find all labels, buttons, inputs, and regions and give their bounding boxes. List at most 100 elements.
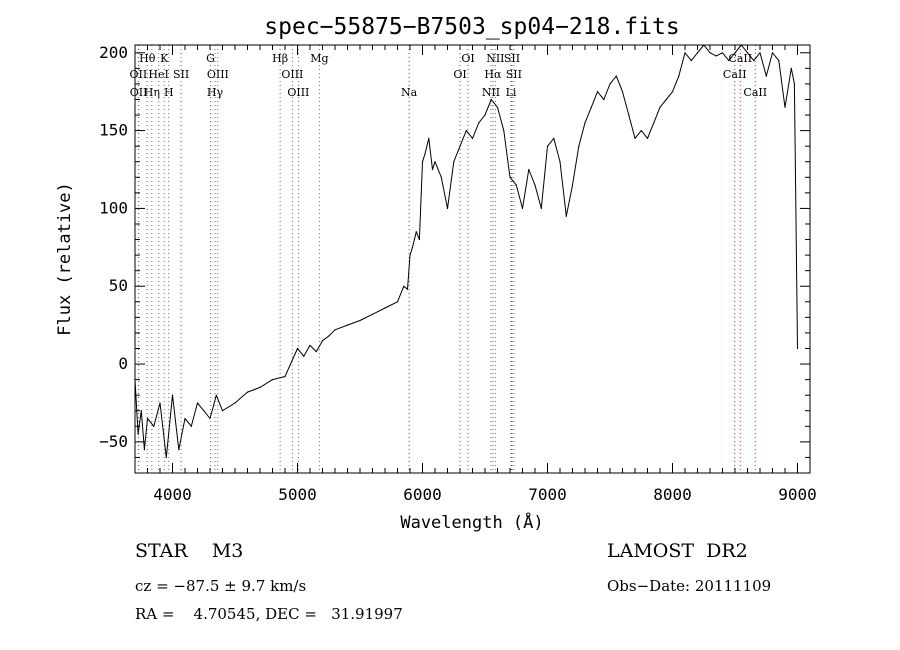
- spectrum-point-3: [143, 449, 145, 451]
- line-label-17: CaII: [723, 68, 747, 81]
- spectrum-point-91: [728, 60, 730, 62]
- spectrum-point-42: [428, 137, 430, 139]
- observation-date: Obs−Date: 20111109: [607, 577, 772, 595]
- coordinates: RA = 4.70545, DEC = 31.91997: [135, 605, 403, 623]
- x-tick-label: 8000: [653, 485, 692, 504]
- spectrum-point-15: [215, 394, 217, 396]
- spectrum-point-68: [584, 122, 586, 124]
- spectral-line-markers: [137, 45, 756, 473]
- y-tick-label: 100: [99, 198, 128, 217]
- spectrum-point-43: [431, 168, 434, 171]
- plot-frame: [134, 44, 811, 474]
- spectrum-point-32: [384, 307, 386, 309]
- spectrum-point-2: [140, 410, 142, 412]
- spectrum-point-100: [784, 106, 786, 108]
- line-label-26: CaII: [743, 86, 767, 99]
- spectrum-point-45: [440, 176, 442, 178]
- line-label-13: OIII: [281, 68, 303, 81]
- object-class: STAR M3: [135, 540, 244, 562]
- line-label-7: SII: [504, 52, 520, 65]
- spectrum-point-40: [421, 161, 424, 163]
- spectrum-point-46: [446, 207, 449, 209]
- line-label-0: Hθ: [139, 52, 156, 65]
- line-label-12: OIII: [207, 68, 229, 81]
- spectrum-point-44: [434, 161, 436, 163]
- spectrum-point-10: [184, 417, 186, 420]
- spectrum-point-33: [396, 301, 399, 303]
- spectrum-point-77: [640, 130, 642, 132]
- line-label-9: OII: [130, 68, 148, 81]
- line-label-22: OIII: [287, 86, 309, 99]
- spectrum-point-90: [721, 52, 724, 54]
- spectrum-point-89: [715, 55, 717, 57]
- y-tick-label: 200: [99, 43, 128, 62]
- spectrum-point-82: [671, 91, 674, 93]
- x-tick-label: 9000: [778, 485, 817, 504]
- line-label-18: OII: [130, 86, 148, 99]
- axis-ticks: 4000 5000 6000 7000 8000 9000 −50 0 50 100 150 200: [99, 43, 817, 504]
- spectrum-point-53: [490, 98, 492, 101]
- line-label-3: Hβ: [272, 52, 288, 65]
- spectrum-point-36: [409, 254, 411, 256]
- spectrum-point-47: [453, 161, 455, 163]
- spectrum-point-56: [509, 176, 511, 178]
- spectrum-point-6: [159, 402, 161, 404]
- spectrum-point-101: [790, 67, 792, 69]
- line-label-25: Li: [506, 86, 517, 99]
- line-label-14: OI: [453, 68, 466, 81]
- spectrum-point-76: [634, 137, 636, 139]
- line-label-15: Hα: [484, 68, 502, 81]
- spectrum-point-83: [678, 75, 680, 77]
- spectrum-point-19: [259, 386, 261, 388]
- spectrum-point-7: [165, 456, 167, 458]
- line-label-24: NII: [482, 86, 500, 99]
- line-label-19: Hη: [144, 86, 160, 99]
- y-tick-label: 50: [109, 276, 128, 295]
- spectrum-point-88: [709, 52, 711, 54]
- line-label-5: OI: [461, 52, 474, 65]
- spectrum-point-5: [153, 425, 155, 427]
- spectrum-point-71: [603, 98, 605, 101]
- spectrum-point-74: [621, 91, 624, 93]
- chart-title: spec−55875−B7503_sp04−218.fits: [264, 14, 679, 40]
- spectrum-point-79: [653, 122, 655, 124]
- y-axis-label: Flux (relative): [55, 182, 75, 336]
- spectrum-point-102: [793, 83, 796, 85]
- spectrum-point-57: [515, 184, 517, 186]
- spectrum-point-17: [234, 402, 236, 404]
- spectrum-point-58: [521, 207, 524, 209]
- spectrum-point-66: [571, 184, 574, 186]
- spectrum-point-59: [528, 168, 530, 171]
- spectrum-point-12: [196, 402, 199, 404]
- spectrum-point-96: [759, 52, 761, 54]
- spectrum-point-22: [296, 347, 299, 350]
- spectrum-point-1: [137, 433, 139, 435]
- spectrum-point-86: [696, 52, 699, 54]
- spectrum-point-9: [178, 449, 180, 451]
- spectrum-point-13: [203, 410, 205, 412]
- spectrum-point-23: [303, 355, 305, 357]
- spectrum-point-72: [609, 83, 611, 85]
- spectrum-point-61: [540, 207, 542, 209]
- spectrum-point-31: [371, 313, 374, 315]
- spectrum-point-94: [746, 52, 749, 54]
- line-label-1: K: [160, 52, 169, 65]
- spectrum-line-0: [134, 44, 798, 458]
- spectrum-point-65: [565, 215, 567, 217]
- y-tick-label: 0: [118, 354, 128, 373]
- spectrum-point-85: [690, 60, 692, 62]
- spectrum-point-80: [659, 106, 661, 108]
- x-tick-label: 7000: [528, 485, 567, 504]
- spectrum-point-28: [334, 329, 336, 331]
- spectrum-point-92: [734, 52, 736, 54]
- spectrum-point-75: [628, 114, 630, 116]
- spectrum-point-98: [771, 52, 774, 54]
- x-tick-label: 6000: [403, 485, 442, 504]
- spectrum-point-95: [753, 60, 755, 62]
- spectrum-point-50: [471, 137, 474, 139]
- spectrum-point-67: [578, 145, 580, 147]
- spectrum-point-63: [553, 137, 555, 139]
- spectrum-point-25: [315, 351, 317, 353]
- spectrum-point-84: [684, 52, 686, 54]
